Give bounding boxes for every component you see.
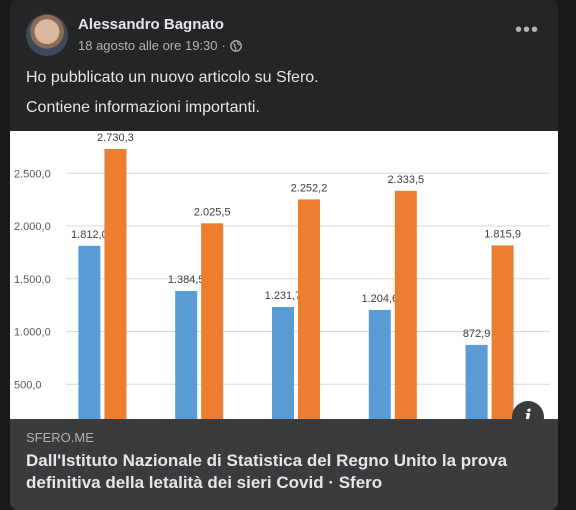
bar — [78, 245, 101, 419]
y-tick-label: 2.000,0 — [14, 221, 51, 233]
bar-data-label: 872,9 — [463, 328, 491, 340]
author-avatar[interactable] — [26, 14, 68, 56]
bar-data-label: 2.025,5 — [194, 206, 231, 218]
link-preview-image[interactable]: 500,0 1.000,0 1.500,0 2.000,0 2.500,0 1.812,0… — [10, 131, 558, 419]
facebook-post: Alessandro Bagnato 18 agosto alle ore 19… — [10, 0, 558, 510]
bar-data-label: 1.231,7 — [265, 290, 302, 302]
link-domain: SFERO.ME — [26, 430, 94, 445]
bar — [175, 290, 198, 419]
bar-data-label: 2.730,3 — [97, 132, 134, 144]
post-text-line: Contiene informazioni importanti. — [26, 99, 260, 116]
bar — [394, 190, 417, 419]
bar — [491, 245, 514, 419]
post-header: Alessandro Bagnato 18 agosto alle ore 19… — [26, 14, 542, 58]
bar — [104, 148, 127, 419]
more-options-icon[interactable]: ••• — [514, 19, 539, 41]
y-tick-label: 1.000,0 — [14, 327, 51, 339]
bar — [465, 344, 488, 419]
bar-data-label: 2.333,5 — [387, 174, 424, 186]
bar-data-label: 1.812,0 — [71, 229, 108, 241]
link-preview[interactable]: SFERO.ME Dall'Istituto Nazionale di Stat… — [10, 419, 558, 510]
bar-data-label: 2.252,2 — [291, 182, 328, 194]
bar-data-label: 1.384,5 — [168, 274, 205, 286]
bar — [368, 309, 391, 419]
link-title[interactable]: Dall'Istituto Nazionale di Statistica de… — [26, 451, 508, 492]
globe-icon — [229, 39, 242, 52]
post-timestamp[interactable]: 18 agosto alle ore 19:30 — [78, 38, 218, 53]
post-text: Ho pubblicato un nuovo articolo su Sfero… — [26, 68, 319, 128]
y-tick-label: 500,0 — [14, 379, 42, 391]
bar-chart: 500,0 1.000,0 1.500,0 2.000,0 2.500,0 1.812,0… — [14, 132, 550, 419]
post-meta: 18 agosto alle ore 19:30 · — [78, 38, 242, 53]
meta-separator: · — [221, 38, 226, 53]
bar-data-label: 1.815,9 — [484, 228, 521, 240]
author-name[interactable]: Alessandro Bagnato — [78, 16, 224, 33]
bar-data-label: 1.204,6 — [361, 293, 398, 305]
y-tick-label: 2.500,0 — [14, 168, 51, 180]
post-text-line: Ho pubblicato un nuovo articolo su Sfero… — [26, 69, 319, 86]
y-tick-label: 1.500,0 — [14, 274, 51, 286]
bar — [298, 199, 320, 419]
bar — [272, 307, 294, 419]
bar — [201, 223, 224, 419]
